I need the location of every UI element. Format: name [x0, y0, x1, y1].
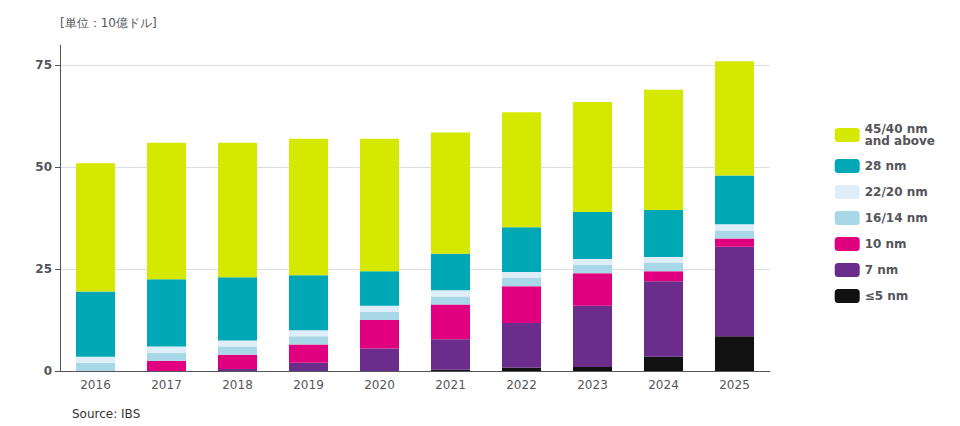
svg-text:28 nm: 28 nm	[865, 159, 907, 173]
svg-text:16/14 nm: 16/14 nm	[865, 211, 928, 225]
svg-text:75: 75	[35, 58, 52, 72]
svg-text:50: 50	[35, 160, 52, 174]
svg-text:2018: 2018	[222, 378, 253, 392]
svg-text:10 nm: 10 nm	[865, 237, 907, 251]
svg-text:45/40 nm: 45/40 nm	[864, 122, 928, 136]
svg-text:2016: 2016	[80, 378, 111, 392]
svg-text:2017: 2017	[151, 378, 182, 392]
svg-text:[単位：10億ドル]: [単位：10億ドル]	[60, 16, 157, 30]
svg-text:≤5 nm: ≤5 nm	[865, 289, 909, 303]
svg-text:2021: 2021	[435, 378, 466, 392]
svg-text:2024: 2024	[648, 378, 679, 392]
svg-text:0: 0	[44, 364, 52, 378]
svg-text:2020: 2020	[364, 378, 395, 392]
svg-text:2022: 2022	[506, 378, 537, 392]
svg-text:7 nm: 7 nm	[865, 263, 899, 277]
svg-text:2025: 2025	[719, 378, 750, 392]
svg-text:22/20 nm: 22/20 nm	[865, 185, 928, 199]
svg-text:and above: and above	[865, 134, 935, 148]
svg-text:2019: 2019	[293, 378, 324, 392]
svg-text:Source: IBS: Source: IBS	[72, 407, 140, 421]
svg-text:2023: 2023	[577, 378, 608, 392]
svg-text:25: 25	[35, 262, 52, 276]
